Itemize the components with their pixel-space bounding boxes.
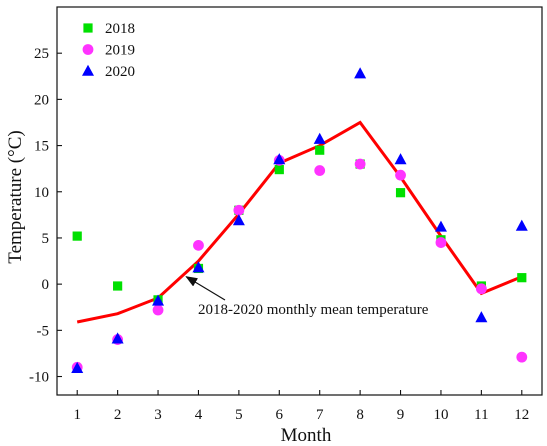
x-axis-title: Month (281, 425, 332, 446)
x-tick-label: 3 (154, 407, 162, 423)
2020-point (354, 67, 367, 79)
legend-2018-marker (83, 23, 93, 33)
2019-point (395, 169, 406, 181)
2020-point (394, 153, 407, 165)
2020-point (434, 220, 447, 232)
x-tick-label: 11 (474, 407, 488, 423)
mean-temperature-line (76, 120, 523, 324)
legend-label: 2019 (105, 43, 135, 59)
2018-point (274, 164, 284, 175)
y-tick-label: -5 (37, 323, 50, 339)
2019-point (152, 304, 164, 316)
y-tick-label: 10 (34, 185, 49, 201)
annotation-layer: 2018-2020 monthly mean temperature (185, 276, 429, 318)
2018-point (113, 281, 123, 291)
legend-2019-marker (82, 44, 94, 55)
2018-point (517, 273, 527, 283)
x-tick-label: 8 (356, 407, 364, 423)
x-tick-label: 6 (276, 407, 284, 423)
x-tick-label: 7 (316, 407, 324, 423)
2020-point (71, 361, 84, 374)
y-axis-title: Temperature (°C) (5, 130, 26, 263)
x-tick-label: 4 (195, 407, 203, 423)
2019-point (475, 283, 487, 295)
legend-layer: 2018 2019 2020 (82, 21, 135, 80)
y-tick-label: 15 (34, 139, 49, 155)
2020-point (152, 294, 165, 306)
2020-point (515, 219, 528, 231)
x-tick-label: 5 (235, 407, 243, 423)
legend-label: 2018 (105, 21, 135, 37)
2019-point (354, 158, 366, 170)
2020-point (313, 132, 326, 144)
plot-layer (71, 67, 528, 374)
2020-point (273, 153, 286, 165)
legend-label: 2020 (105, 64, 135, 80)
legend-2020-marker (82, 64, 94, 76)
y-tick-label: 20 (34, 92, 49, 108)
2020-point (475, 311, 488, 323)
2019-point (516, 351, 528, 363)
x-tick-label: 2 (114, 407, 122, 423)
2018-point (315, 145, 325, 155)
2020-point (192, 261, 205, 273)
x-tick-label: 9 (397, 407, 405, 423)
2018-point (72, 231, 82, 241)
2019-point (193, 239, 204, 251)
2019-point (233, 204, 245, 216)
x-tick-label: 12 (514, 407, 529, 423)
y-tick-label: 5 (42, 231, 50, 247)
2019-point (435, 237, 447, 248)
2019-point (314, 165, 326, 176)
y-tick-label: 0 (42, 277, 50, 293)
x-tick-label: 1 (73, 407, 81, 423)
y-tick-label: -10 (29, 370, 49, 386)
2018-point (395, 188, 406, 198)
plot-frame (56, 6, 543, 396)
annotation-label: 2018-2020 monthly mean temperature (198, 302, 429, 318)
2020-point (111, 332, 124, 344)
x-tick-label: 10 (433, 407, 448, 423)
annotation-arrow (185, 276, 226, 301)
2020-point (232, 214, 245, 226)
y-tick-label: 25 (34, 46, 49, 62)
